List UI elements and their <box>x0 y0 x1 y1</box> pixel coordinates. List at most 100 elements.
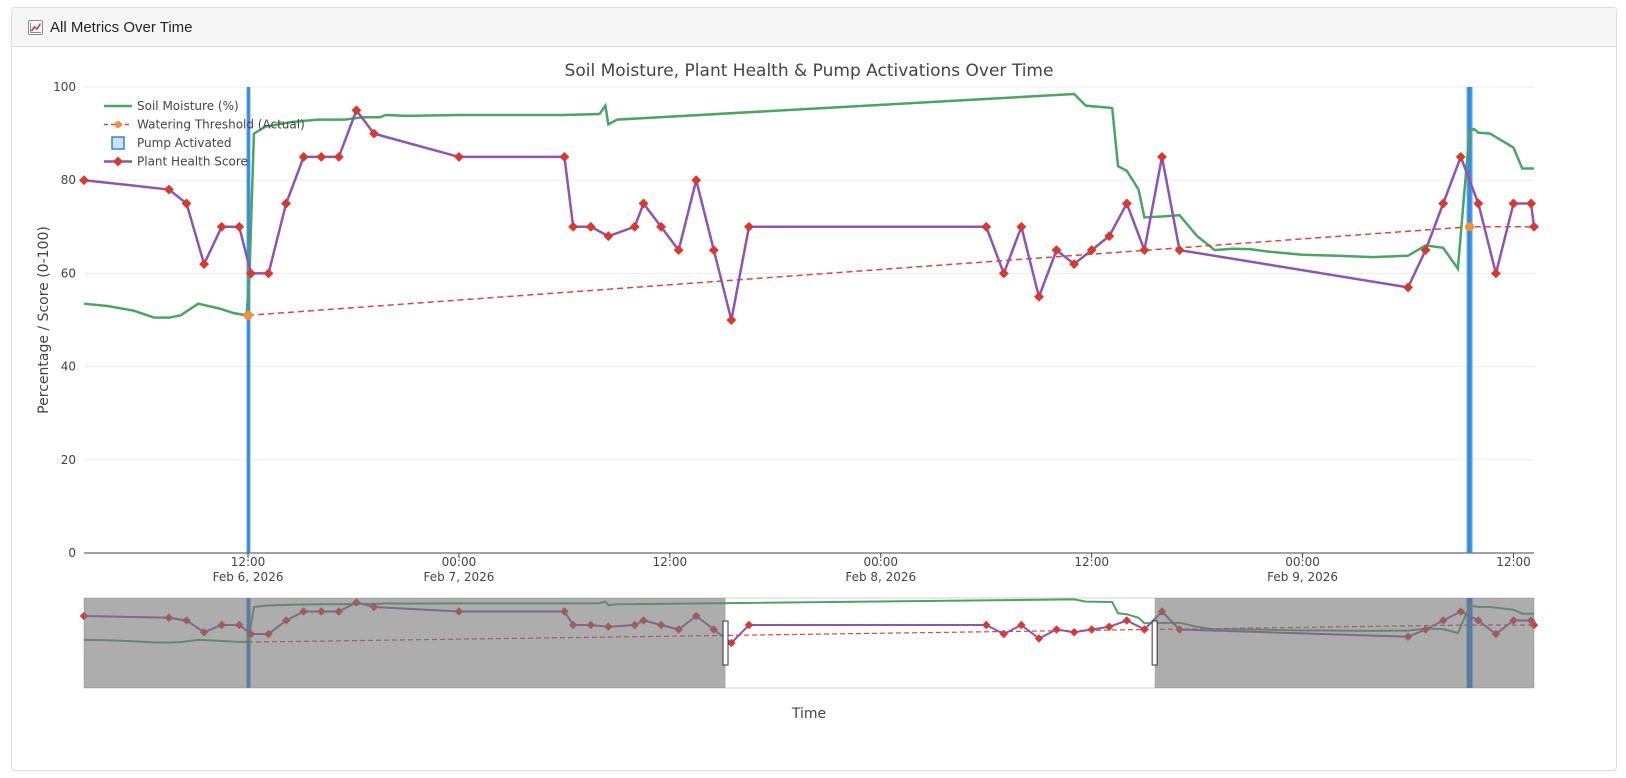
x-tick-sublabel: Feb 6, 2026 <box>213 570 284 584</box>
plant-health-point[interactable] <box>1157 151 1167 162</box>
chart-title: Soil Moisture, Plant Health & Pump Activ… <box>565 61 1054 81</box>
x-axis-title: Time <box>791 706 826 722</box>
x-tick-label: 12:00 <box>231 555 266 569</box>
plant-health-point[interactable] <box>673 245 684 256</box>
plant-health-point[interactable] <box>1529 221 1539 232</box>
plant-health-point[interactable] <box>1526 198 1537 209</box>
x-tick-label: 00:00 <box>863 555 898 569</box>
grid-lines <box>84 86 1534 554</box>
card-title: All Metrics Over Time <box>50 18 193 36</box>
plant-health-point[interactable] <box>1069 259 1080 270</box>
plant-health-point[interactable] <box>163 184 174 195</box>
rangeslider-health-point <box>1122 616 1132 625</box>
rangeslider-health-point <box>1140 625 1149 634</box>
x-tick-label: 12:00 <box>1074 555 1109 569</box>
pump-bar[interactable] <box>1469 87 1473 553</box>
plant-health-point[interactable] <box>79 175 89 186</box>
plant-health-point[interactable] <box>691 175 702 186</box>
rangeslider-handle-left[interactable] <box>722 620 729 666</box>
legend[interactable]: Soil Moisture (%) Watering Threshold (Act… <box>104 99 305 169</box>
x-tick-label: 12:00 <box>653 555 688 569</box>
plant-health-point[interactable] <box>316 151 327 162</box>
threshold-line[interactable] <box>247 226 1534 317</box>
plant-health-point[interactable] <box>1104 231 1115 242</box>
plant-health-point[interactable] <box>1420 245 1431 256</box>
pump-bar[interactable] <box>247 87 251 553</box>
plant-health-point[interactable] <box>656 221 667 232</box>
rangeslider-health-point <box>981 620 991 630</box>
plant-health-point[interactable] <box>181 198 192 209</box>
plant-health-point[interactable] <box>1121 198 1132 209</box>
y-axis-title: Percentage / Score (0-100) <box>36 226 52 414</box>
legend-label[interactable]: Soil Moisture (%) <box>137 99 239 113</box>
x-tick-label: 12:00 <box>1496 555 1531 569</box>
y-tick-label: 60 <box>61 266 76 280</box>
plant-health-point[interactable] <box>216 221 227 232</box>
y-tick-label: 80 <box>61 173 76 187</box>
legend-swatch-threshold-marker <box>114 121 122 128</box>
chart-line-icon <box>28 19 43 35</box>
x-tick-label: 00:00 <box>442 555 477 569</box>
rangeslider-health-point <box>744 620 754 630</box>
rangeslider-health-point <box>1052 625 1061 634</box>
plant-health-point[interactable] <box>1438 198 1449 209</box>
plant-health-point[interactable] <box>1473 198 1484 209</box>
plant-health-point[interactable] <box>998 268 1009 279</box>
plant-health-point[interactable] <box>726 315 737 325</box>
plant-health-point[interactable] <box>559 151 570 162</box>
rangeslider-mask-left <box>84 598 726 688</box>
threshold-point[interactable] <box>243 310 253 320</box>
plant-health-line[interactable] <box>83 107 1536 321</box>
plant-health-point[interactable] <box>246 268 256 279</box>
plant-health-point[interactable] <box>369 128 379 139</box>
legend-label[interactable]: Pump Activated <box>137 136 232 150</box>
plant-health-point[interactable] <box>1016 221 1027 232</box>
rangeslider-health-point <box>1105 622 1114 632</box>
rangeslider-mask-right <box>1154 598 1534 688</box>
x-tick-sublabel: Feb 9, 2026 <box>1267 570 1338 584</box>
card-header: All Metrics Over Time <box>12 8 1616 47</box>
plant-health-point[interactable] <box>1508 198 1519 209</box>
plant-health-point[interactable] <box>743 221 754 232</box>
x-tick-sublabel: Feb 7, 2026 <box>424 570 495 584</box>
plant-health-point[interactable] <box>981 221 992 232</box>
plant-health-point[interactable] <box>281 198 292 209</box>
rangeslider-health-point <box>1069 627 1079 637</box>
plant-health-point[interactable] <box>263 268 274 279</box>
plant-health-point[interactable] <box>199 259 210 270</box>
plant-health-point[interactable] <box>1490 268 1501 279</box>
y-tick-label: 0 <box>68 546 76 560</box>
plant-health-point[interactable] <box>1403 282 1413 293</box>
range-slider[interactable] <box>79 597 1539 689</box>
plant-health-point[interactable] <box>629 221 640 232</box>
plant-health-point[interactable] <box>1051 245 1062 256</box>
plant-health-point[interactable] <box>1139 245 1150 256</box>
plant-health-point[interactable] <box>333 151 344 162</box>
rangeslider-health-point <box>727 638 736 648</box>
plant-health-point[interactable] <box>298 151 309 162</box>
legend-label[interactable]: Plant Health Score <box>137 155 248 169</box>
rangeslider-health-point <box>1034 634 1044 643</box>
x-tick-sublabel: Feb 8, 2026 <box>845 570 916 584</box>
x-tick-label: 00:00 <box>1285 555 1320 569</box>
plant-health-point[interactable] <box>234 221 245 232</box>
threshold-point[interactable] <box>1465 222 1475 232</box>
plant-health-point[interactable] <box>603 231 614 242</box>
rangeslider-health-point <box>999 629 1009 639</box>
plant-health-point[interactable] <box>453 151 464 162</box>
series-layer <box>79 92 1539 325</box>
plant-health-point[interactable] <box>708 245 719 256</box>
plant-health-point[interactable] <box>1455 151 1466 162</box>
plant-health-point[interactable] <box>1174 245 1185 256</box>
legend-label[interactable]: Watering Threshold (Actual) <box>137 118 305 132</box>
legend-swatch-pump <box>111 136 125 150</box>
plant-health-point[interactable] <box>1033 291 1044 302</box>
plant-health-point[interactable] <box>568 221 579 232</box>
rangeslider-handle-right[interactable] <box>1151 620 1158 666</box>
rangeslider-health-point <box>1017 620 1026 630</box>
plant-health-point[interactable] <box>638 198 649 209</box>
plant-health-point[interactable] <box>1086 245 1097 256</box>
plant-health-point[interactable] <box>585 221 596 232</box>
